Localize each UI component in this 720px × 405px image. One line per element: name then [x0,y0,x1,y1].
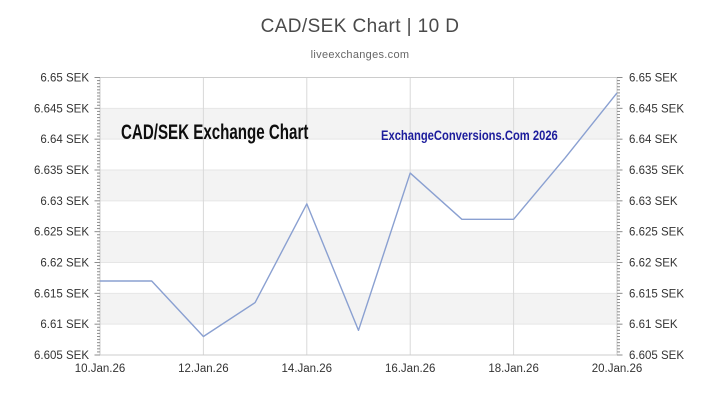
y-axis-label-right: 6.605 SEK [629,350,684,362]
plot-band [100,108,617,140]
price-line [100,92,618,338]
chart-subtitle: liveexchanges.com [310,49,410,61]
plot-band [100,170,617,201]
y-axis-label-right: 6.65 SEK [629,73,678,85]
watermark-exchangeconversions: ExchangeConversions.Com 2026 [381,127,558,143]
y-axis-label-right: 6.615 SEK [629,288,684,300]
y-axis-label-right: 6.625 SEK [629,227,684,239]
y-axis-label-right: 6.62 SEK [629,258,678,270]
plot-band [100,293,617,325]
y-axis-label-left: 6.63 SEK [40,196,89,208]
y-axis-label-left: 6.615 SEK [34,288,89,300]
x-axis-label: 14.Jan.26 [282,363,333,375]
y-axis-label-left: 6.635 SEK [34,165,89,177]
y-axis-label-right: 6.64 SEK [629,134,678,146]
y-axis-label-left: 6.65 SEK [40,73,89,85]
y-axis-label-left: 6.64 SEK [40,134,89,146]
x-axis-label: 16.Jan.26 [385,363,436,375]
y-axis-label-right: 6.645 SEK [629,103,684,115]
y-axis-label-left: 6.62 SEK [40,258,89,270]
y-axis-label-right: 6.61 SEK [629,319,678,331]
plot-band [100,231,617,263]
watermark-exchange-chart: CAD/SEK Exchange Chart [121,121,309,144]
y-axis-label-right: 6.63 SEK [629,196,678,208]
x-axis-label: 12.Jan.26 [178,363,229,375]
y-axis-label-left: 6.645 SEK [34,103,89,115]
y-axis-label-right: 6.635 SEK [629,165,684,177]
x-axis-label: 18.Jan.26 [488,363,539,375]
y-axis-label-left: 6.61 SEK [40,319,89,331]
y-axis-label-left: 6.605 SEK [34,350,89,362]
y-axis-label-left: 6.625 SEK [34,227,89,239]
x-axis-label: 20.Jan.26 [592,363,643,375]
chart-title: CAD/SEK Chart | 10 D [260,16,460,37]
x-axis-label: 10.Jan.26 [75,363,126,375]
